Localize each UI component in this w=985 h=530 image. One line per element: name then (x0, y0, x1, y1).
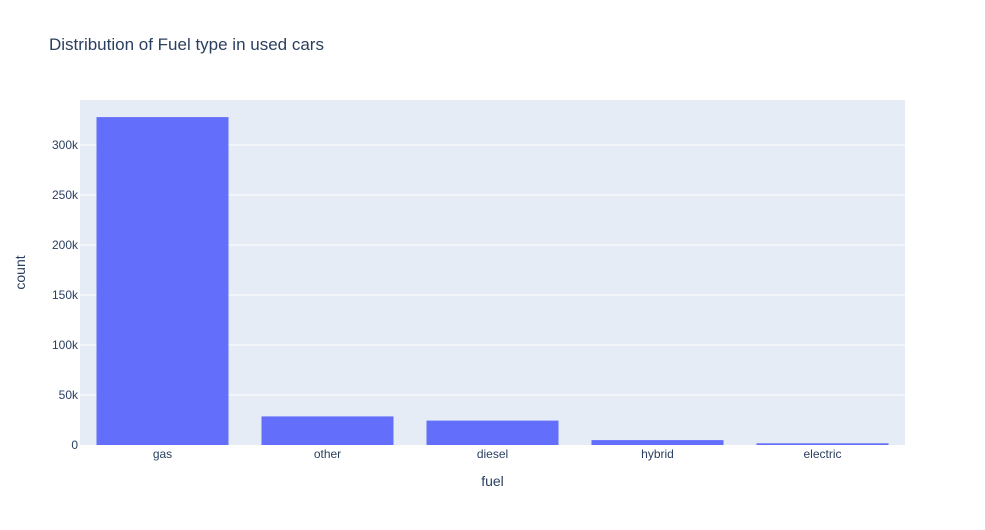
bars (96, 117, 889, 445)
x-tick-label: hybrid (641, 447, 674, 461)
chart-title: Distribution of Fuel type in used cars (49, 35, 324, 54)
x-tick-label: electric (803, 447, 841, 461)
bar-diesel[interactable] (426, 420, 559, 445)
x-axis-title: fuel (481, 473, 504, 489)
bar-electric[interactable] (756, 443, 889, 445)
y-tick-label: 300k (52, 138, 79, 152)
x-tick-label: other (314, 447, 341, 461)
x-axis-ticks: gas other diesel hybrid electric (153, 447, 842, 461)
bar-other[interactable] (261, 416, 394, 445)
x-tick-label: gas (153, 447, 172, 461)
y-tick-label: 250k (52, 188, 79, 202)
y-tick-label: 100k (52, 338, 79, 352)
y-tick-label: 200k (52, 238, 79, 252)
y-tick-label: 50k (59, 388, 79, 402)
y-tick-label: 0 (71, 438, 78, 452)
y-axis-ticks: 0 50k 100k 150k 200k 250k 300k (52, 138, 79, 452)
x-tick-label: diesel (477, 447, 508, 461)
bar-hybrid[interactable] (591, 440, 724, 445)
y-tick-label: 150k (52, 288, 79, 302)
y-axis-title: count (12, 255, 28, 289)
bar-gas[interactable] (96, 117, 229, 445)
